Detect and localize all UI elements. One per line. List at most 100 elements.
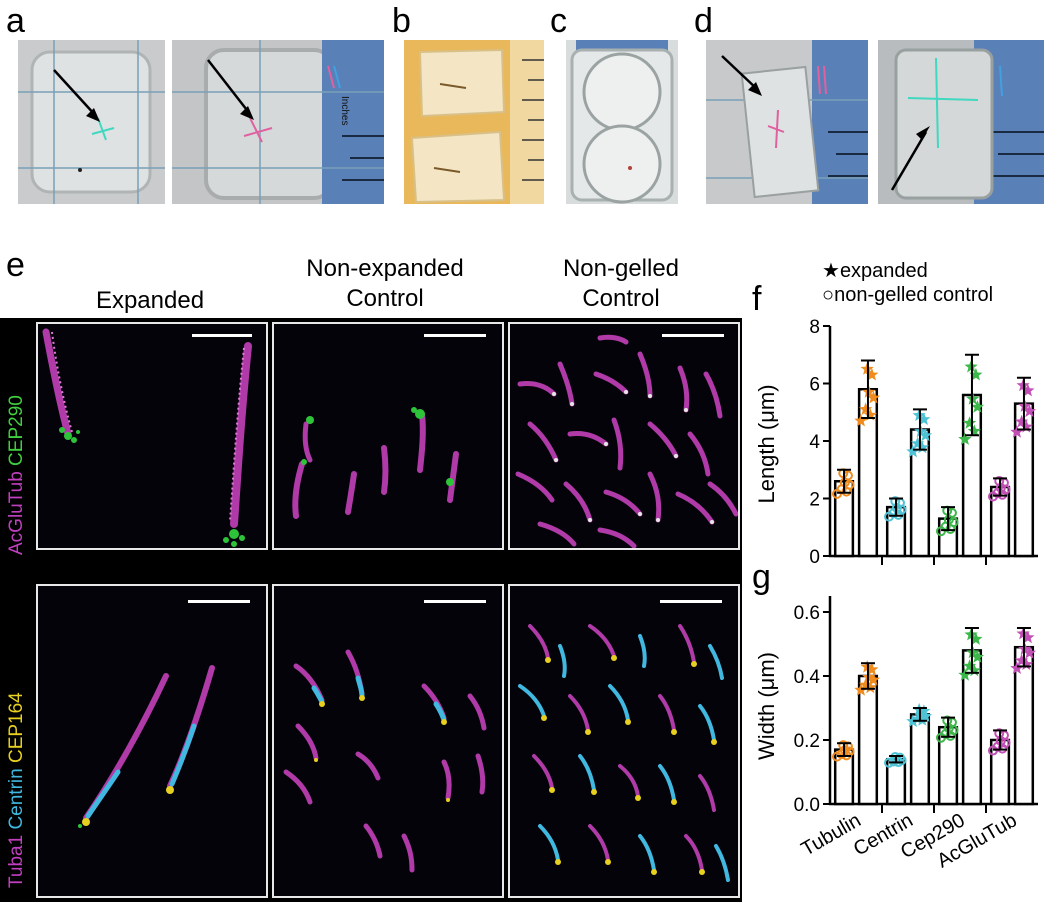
photo-gel-a2: Inches — [172, 40, 384, 204]
scale-bar — [424, 334, 486, 337]
data-point-star — [865, 367, 879, 381]
legend-non-gelled: ○non-gelled control — [822, 284, 993, 307]
data-point-star — [969, 367, 983, 381]
data-point-star — [866, 672, 881, 686]
column-header-non-gelled-control: Control — [582, 285, 660, 312]
photo-gel-b — [404, 40, 544, 204]
y-tick-label: 2 — [809, 490, 820, 511]
y-tick-label: 0 — [809, 547, 820, 568]
image-expanded-acglutub — [36, 322, 268, 550]
panel-label-a: a — [6, 2, 25, 40]
scale-bar — [662, 334, 724, 337]
data-point-star — [1019, 419, 1033, 433]
data-point-star — [863, 408, 877, 421]
data-point-star — [962, 416, 977, 429]
legend-non-gelled-label: non-gelled control — [834, 284, 994, 306]
data-point-star — [958, 668, 972, 681]
data-point-star — [863, 680, 877, 694]
ruler-label: Inches — [339, 96, 350, 126]
image-non-gelled-acglutub — [508, 322, 740, 550]
data-point-star — [918, 428, 933, 442]
data-point-circle — [992, 741, 1003, 752]
panel-label-c: c — [550, 2, 567, 40]
data-point-star — [969, 632, 983, 645]
data-point-star — [1021, 383, 1035, 397]
data-point-star — [858, 678, 873, 691]
panel-label-g: g — [752, 558, 771, 596]
image-non-expanded-tuba1 — [272, 584, 504, 898]
data-point-star — [866, 390, 881, 404]
chart-width: Width (μm) 0.00.20.40.6 TubulinCentrinCe… — [754, 596, 1038, 872]
image-expanded-tuba1 — [36, 584, 268, 898]
data-point-star — [906, 444, 920, 458]
data-point-star — [962, 659, 977, 672]
row1-label-acglutub: AcGluTub — [6, 465, 27, 555]
scale-bar — [660, 600, 722, 603]
y-tick-label: 0.0 — [794, 795, 820, 816]
data-point-star — [1022, 646, 1037, 659]
data-point-circle — [992, 488, 1003, 499]
data-point-star — [917, 412, 931, 426]
bar-tubulin-expanded — [857, 674, 879, 806]
scale-bar — [188, 600, 250, 603]
data-point-circle — [945, 523, 956, 534]
row2-label-centrin: Centrin — [6, 763, 27, 830]
panel-label-f: f — [752, 280, 762, 318]
column-header-non-expanded-control: Control — [346, 285, 424, 312]
row2-label-tuba1: Tuba1 — [6, 829, 27, 888]
data-point-star — [1019, 657, 1033, 671]
photo-gel-d1 — [706, 40, 868, 204]
data-point-star — [1014, 653, 1029, 667]
row2-label-cep164: CEP164 — [6, 692, 27, 764]
column-header-non-gelled: Non-gelled — [562, 255, 680, 282]
data-point-star — [854, 683, 868, 696]
y-tick-label: 0.4 — [794, 667, 821, 688]
data-point-star — [967, 663, 981, 677]
x-tick-label-tubulin: Tubulin — [798, 809, 865, 860]
legend-expanded: ★expanded — [822, 258, 928, 283]
data-point-star — [906, 714, 920, 728]
chart-length: Length (μm) 0 2 4 6 8 — [754, 318, 1038, 568]
y-tick-label: 0.6 — [794, 603, 820, 624]
photo-dish-c — [566, 40, 678, 204]
photo-gel-d2 — [878, 40, 1044, 204]
data-point-star — [970, 650, 985, 663]
y-tick-label: 0.2 — [794, 731, 820, 752]
data-point-star — [910, 436, 925, 450]
data-point-star — [915, 713, 929, 726]
data-point-star — [854, 413, 868, 427]
data-point-star — [910, 711, 925, 725]
image-non-expanded-acglutub — [272, 322, 504, 550]
y-tick-label: 8 — [809, 318, 820, 338]
scale-bar — [192, 334, 252, 337]
y-tick-label: 4 — [809, 432, 820, 453]
chart-f-ylabel: Length (μm) — [754, 384, 779, 503]
data-point-circle — [940, 728, 951, 739]
data-point-star — [970, 400, 985, 413]
data-point-star — [1010, 661, 1024, 674]
legend-expanded-label: expanded — [839, 260, 928, 282]
row-label-tuba1-centrin-cep164: Tuba1 Centrin CEP164 — [6, 692, 28, 888]
row-label-acglutub-cep290: AcGluTub CEP290 — [6, 395, 28, 555]
bar-centrin-expanded — [909, 713, 931, 806]
data-point-star — [915, 440, 929, 454]
data-point-star — [858, 402, 873, 415]
data-point-star — [917, 704, 931, 717]
legend-circle-icon: ○ — [822, 284, 835, 306]
data-point-circle — [888, 508, 899, 519]
data-point-star — [1010, 425, 1024, 438]
panel-label-b: b — [392, 2, 411, 40]
row1-label-cep290: CEP290 — [6, 395, 27, 466]
data-point-circle — [836, 749, 847, 760]
data-point-star — [1014, 414, 1029, 428]
panel-label-e: e — [6, 246, 25, 284]
data-point-star — [1022, 404, 1037, 418]
data-point-circle — [841, 486, 852, 497]
column-header-expanded: Expanded — [95, 287, 205, 314]
data-point-star — [1021, 630, 1035, 644]
chart-g-ylabel: Width (μm) — [754, 652, 779, 760]
data-point-star — [967, 424, 981, 437]
data-point-star — [918, 709, 933, 722]
y-tick-label: 6 — [809, 375, 820, 396]
column-header-non-expanded: Non-expanded — [306, 255, 464, 282]
